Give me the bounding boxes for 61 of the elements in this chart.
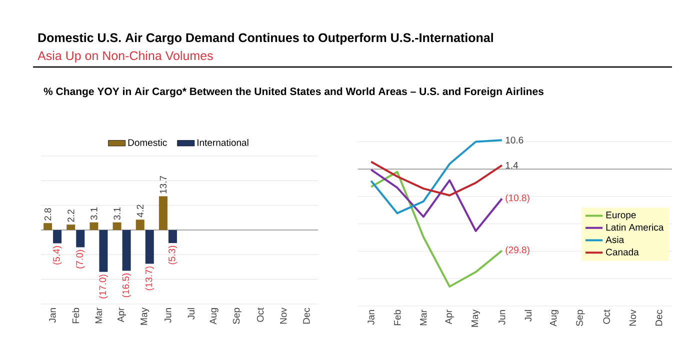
data-label: (29.8): [506, 246, 530, 256]
data-label: 2.2: [68, 210, 74, 222]
legend-label: Asia: [606, 236, 624, 244]
data-label: (5.3): [168, 246, 178, 264]
data-label: (5.4): [52, 246, 62, 264]
x-tick-label: Feb: [394, 310, 401, 326]
x-tick-label: Sep: [232, 308, 242, 324]
x-tick-label: Oct: [603, 310, 610, 324]
data-label: (7.0): [76, 250, 85, 268]
data-label: 2.8: [44, 208, 52, 220]
bar: [53, 230, 62, 244]
bar: [122, 230, 131, 271]
data-label: (17.0): [99, 274, 108, 298]
chart-title: Domestic U.S. Air Cargo Demand Continues to Outperform U.S.-International: [38, 32, 493, 45]
data-label: 3.1: [90, 207, 98, 220]
x-tick-label: Feb: [72, 308, 80, 324]
legend-label: Latin America: [606, 224, 664, 231]
x-tick-label: Mar: [95, 308, 102, 324]
chart-subtitle: Asia Up on Non-China Volumes: [38, 50, 213, 63]
data-label: 3.1: [114, 207, 120, 220]
x-tick-label: Jul: [188, 308, 195, 320]
data-label: (16.5): [122, 273, 131, 298]
x-tick-label: Nov: [629, 310, 636, 326]
x-tick-label: Mar: [420, 310, 427, 326]
x-tick-label: Jan: [368, 310, 374, 325]
x-tick-label: Dec: [656, 310, 662, 326]
x-tick-label: Jun: [498, 310, 506, 325]
x-tick-label: Nov: [280, 308, 287, 324]
legend-label: Canada: [606, 248, 639, 256]
bar: [99, 230, 108, 272]
x-tick-label: Aug: [550, 310, 559, 326]
data-label: 4.2: [136, 204, 144, 218]
text: % Change YOY in Air Cargo* Between the United States and World Areas – U.S. and Foreign Airlines: [44, 87, 544, 98]
x-tick-label: May: [472, 310, 480, 327]
bar: [76, 230, 85, 248]
data-label: 1.4: [506, 162, 518, 169]
x-tick-label: Jun: [164, 308, 172, 323]
x-tick-label: Apr: [445, 310, 454, 324]
x-tick-label: Dec: [303, 308, 310, 324]
data-label: (13.7): [145, 266, 154, 290]
legend-label: Domestic: [128, 138, 167, 146]
x-tick-label: Apr: [118, 308, 126, 322]
bar: [168, 230, 177, 244]
bar: [66, 224, 76, 230]
bar: [90, 222, 98, 230]
data-label: 13.7: [160, 176, 167, 194]
x-tick-label: Jan: [49, 308, 56, 323]
data-label: 10.6: [506, 136, 524, 144]
data-label: (10.8): [506, 194, 530, 204]
bar: [145, 230, 154, 264]
legend-label: Europe: [606, 212, 636, 220]
bar: [112, 222, 122, 230]
bar: [44, 223, 52, 230]
legend-label: International: [198, 138, 248, 146]
bar: [158, 196, 168, 230]
x-tick-label: May: [140, 308, 150, 325]
x-tick-label: Oct: [256, 308, 264, 322]
x-tick-label: Aug: [210, 308, 218, 324]
x-tick-label: Jul: [524, 310, 532, 322]
bar: [136, 220, 144, 230]
x-tick-label: Sep: [576, 310, 585, 326]
